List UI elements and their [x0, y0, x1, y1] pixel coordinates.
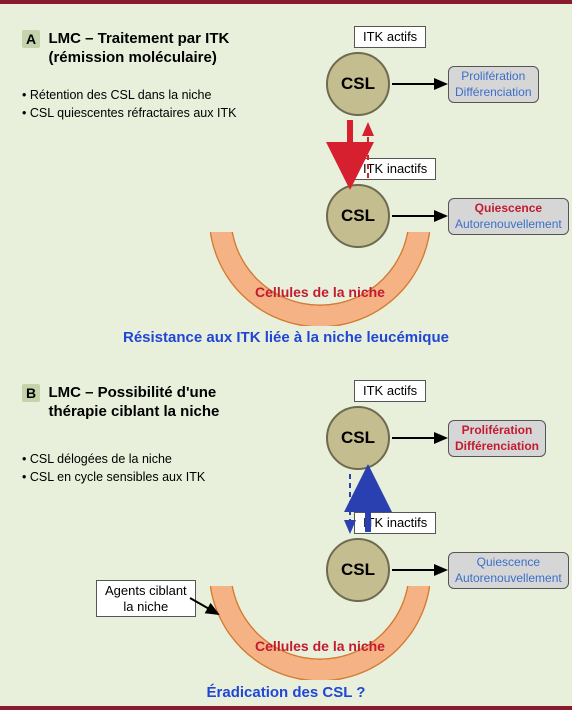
itk-inactive-b: ITK inactifs — [354, 512, 436, 534]
label-text: ITK inactifs — [363, 161, 427, 176]
panel-a-title-l2: (rémission moléculaire) — [48, 49, 216, 66]
itk-inactive-a: ITK inactifs — [354, 158, 436, 180]
itk-active-a: ITK actifs — [354, 26, 426, 48]
conclusion-a: Résistance aux ITK liée à la niche leucé… — [0, 329, 572, 346]
prop-line: Autorenouvellement — [455, 571, 562, 585]
prop-line: Quiescence — [477, 555, 540, 569]
prop-line: Différenciation — [455, 85, 532, 99]
niche-label: Cellules de la niche — [210, 638, 430, 654]
niche-label: Cellules de la niche — [210, 284, 430, 300]
prop-box-b-top: Prolifération Différenciation — [448, 420, 546, 457]
bullet: • CSL en cycle sensibles aux ITK — [22, 468, 282, 487]
csl-node-a-top: CSL — [326, 52, 390, 116]
itk-active-b: ITK actifs — [354, 380, 426, 402]
panel-a-title-l1: LMC – Traitement par ITK — [48, 30, 229, 47]
panel-b-title: LMC – Possibilité d'une thérapie ciblant… — [48, 384, 219, 422]
prop-box-a-bottom: Quiescence Autorenouvellement — [448, 198, 569, 235]
diagram-canvas: A LMC – Traitement par ITK (rémission mo… — [0, 0, 572, 710]
panel-b-title-l1: LMC – Possibilité d'une — [48, 384, 216, 401]
panel-b-header: B LMC – Possibilité d'une thérapie cibla… — [22, 384, 282, 487]
csl-label: CSL — [341, 560, 375, 580]
panel-b-bullets: • CSL délogées de la niche • CSL en cycl… — [22, 450, 282, 488]
bullet: • CSL délogées de la niche — [22, 450, 282, 469]
bullet: • CSL quiescentes réfractaires aux ITK — [22, 104, 282, 123]
niche-a: Cellules de la niche — [210, 232, 430, 342]
csl-label: CSL — [341, 206, 375, 226]
csl-label: CSL — [341, 428, 375, 448]
panel-a-letter: A — [22, 30, 40, 48]
niche-b: Cellules de la niche — [210, 586, 430, 696]
csl-label: CSL — [341, 74, 375, 94]
prop-line: Quiescence — [475, 201, 542, 215]
prop-line: Prolifération — [462, 423, 533, 437]
panel-b-title-l2: thérapie ciblant la niche — [48, 403, 219, 420]
panel-b-letter: B — [22, 384, 40, 402]
panel-a-bullets: • Rétention des CSL dans la niche • CSL … — [22, 86, 282, 124]
bullet: • Rétention des CSL dans la niche — [22, 86, 282, 105]
panel-a-header: A LMC – Traitement par ITK (rémission mo… — [22, 30, 282, 123]
label-text: ITK actifs — [363, 383, 417, 398]
prop-line: Différenciation — [455, 439, 539, 453]
csl-node-b-top: CSL — [326, 406, 390, 470]
agents-l2: la niche — [123, 599, 168, 614]
agents-l1: Agents ciblant — [105, 583, 187, 598]
conclusion-b: Éradication des CSL ? — [0, 684, 572, 701]
panel-a-title: LMC – Traitement par ITK (rémission molé… — [48, 30, 229, 68]
prop-box-a-top: Prolifération Différenciation — [448, 66, 539, 103]
prop-box-b-bottom: Quiescence Autorenouvellement — [448, 552, 569, 589]
prop-line: Prolifération — [461, 69, 525, 83]
agents-label: Agents ciblant la niche — [96, 580, 196, 617]
prop-line: Autorenouvellement — [455, 217, 562, 231]
label-text: ITK actifs — [363, 29, 417, 44]
label-text: ITK inactifs — [363, 515, 427, 530]
